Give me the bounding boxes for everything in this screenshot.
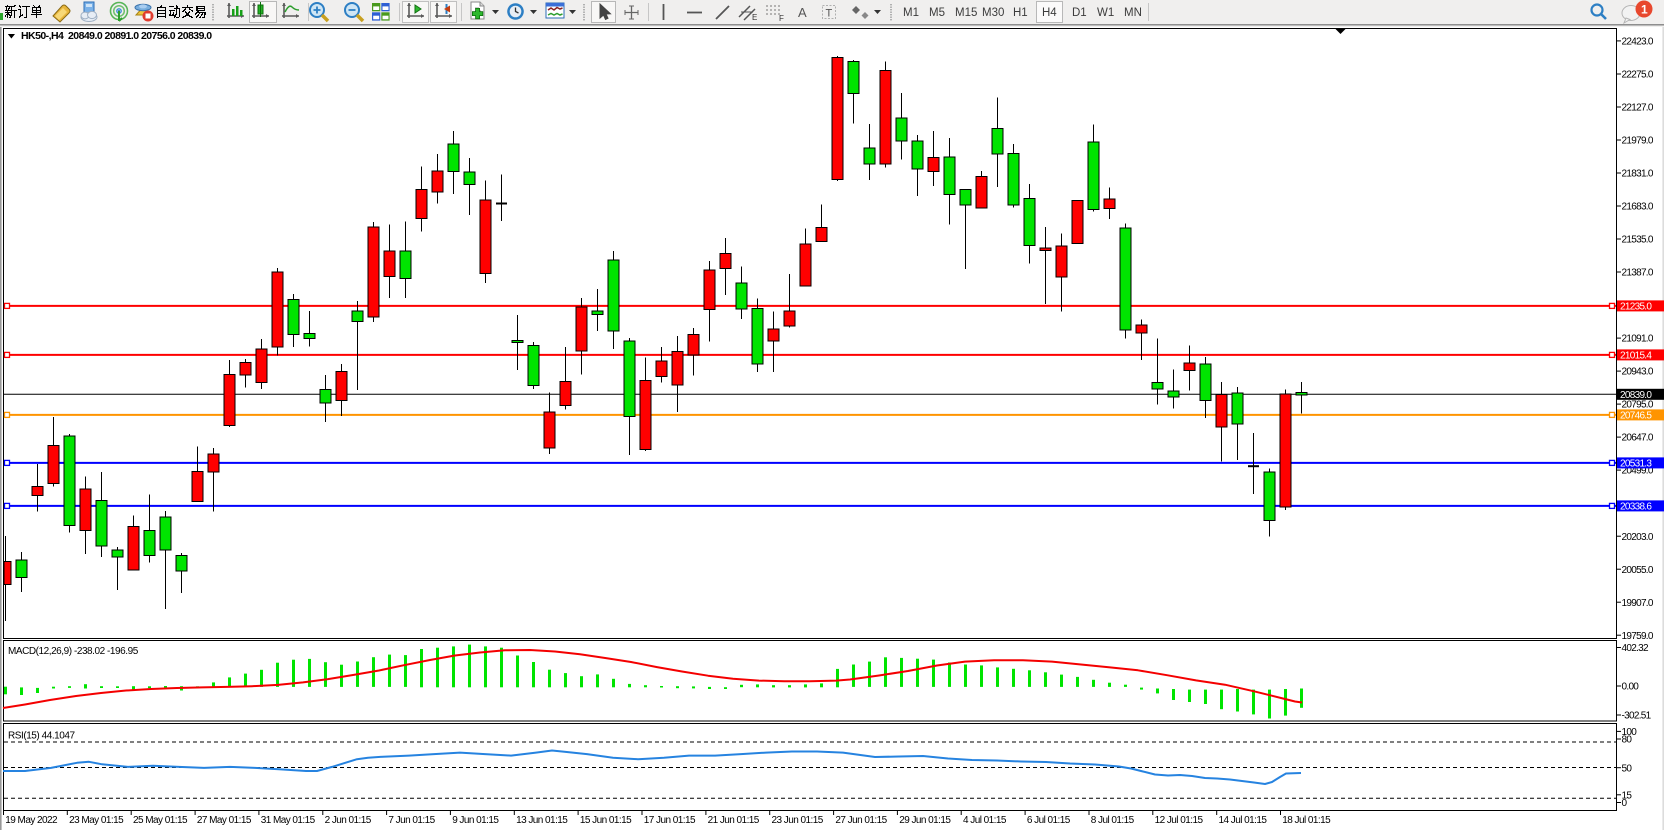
svg-text:22423.0: 22423.0 (1622, 37, 1654, 48)
svg-text:F: F (779, 14, 784, 23)
svg-text:22127.0: 22127.0 (1622, 103, 1654, 114)
svg-text:21979.0: 21979.0 (1622, 136, 1654, 147)
svg-text:21091.0: 21091.0 (1622, 334, 1654, 345)
svg-text:18 Jul 01:15: 18 Jul 01:15 (1282, 815, 1331, 826)
svg-text:A: A (798, 5, 807, 20)
svg-text:M1: M1 (903, 7, 919, 19)
svg-text:100: 100 (1622, 727, 1638, 738)
svg-text:1: 1 (1641, 3, 1648, 17)
svg-text:29 Jun 01:15: 29 Jun 01:15 (899, 815, 951, 826)
svg-text:D1: D1 (1072, 7, 1087, 19)
svg-text:27 May 01:15: 27 May 01:15 (197, 815, 252, 826)
svg-text:20746.5: 20746.5 (1620, 411, 1652, 422)
svg-text:20338.6: 20338.6 (1620, 502, 1652, 513)
svg-text:25 May 01:15: 25 May 01:15 (133, 815, 188, 826)
svg-text:21 Jun 01:15: 21 Jun 01:15 (708, 815, 760, 826)
svg-text:20499.0: 20499.0 (1622, 466, 1654, 477)
svg-text:13 Jun 01:15: 13 Jun 01:15 (516, 815, 568, 826)
svg-text:0.00: 0.00 (1622, 682, 1640, 693)
svg-text:20839.0: 20839.0 (1620, 390, 1652, 401)
svg-text:21683.0: 21683.0 (1622, 202, 1654, 213)
svg-text:27 Jun 01:15: 27 Jun 01:15 (835, 815, 887, 826)
svg-text:20647.0: 20647.0 (1622, 433, 1654, 444)
svg-text:M5: M5 (929, 7, 945, 19)
svg-text:22275.0: 22275.0 (1622, 70, 1654, 81)
svg-text:MACD(12,26,9) -238.02 -196.95: MACD(12,26,9) -238.02 -196.95 (8, 646, 139, 657)
svg-text:H1: H1 (1013, 7, 1028, 19)
svg-text:H4: H4 (1042, 7, 1057, 19)
svg-text:15 Jun 01:15: 15 Jun 01:15 (580, 815, 632, 826)
svg-text:20055.0: 20055.0 (1622, 565, 1654, 576)
svg-text:9 Jun 01:15: 9 Jun 01:15 (452, 815, 499, 826)
svg-text:21535.0: 21535.0 (1622, 235, 1654, 246)
svg-text:12 Jul 01:15: 12 Jul 01:15 (1155, 815, 1204, 826)
svg-text:8 Jul 01:15: 8 Jul 01:15 (1091, 815, 1135, 826)
svg-text:23 May 01:15: 23 May 01:15 (69, 815, 124, 826)
svg-text:20943.0: 20943.0 (1622, 367, 1654, 378)
svg-text:15: 15 (1622, 790, 1633, 801)
svg-text:RSI(15) 44.1047: RSI(15) 44.1047 (8, 731, 76, 742)
svg-text:14 Jul 01:15: 14 Jul 01:15 (1219, 815, 1268, 826)
svg-text:-302.51: -302.51 (1622, 711, 1652, 722)
svg-text:21235.0: 21235.0 (1620, 302, 1652, 313)
svg-text:6 Jul 01:15: 6 Jul 01:15 (1027, 815, 1071, 826)
svg-text:M30: M30 (982, 7, 1004, 19)
svg-text:23 Jun 01:15: 23 Jun 01:15 (772, 815, 824, 826)
svg-text:7 Jun 01:15: 7 Jun 01:15 (388, 815, 435, 826)
svg-text:80: 80 (1622, 735, 1633, 746)
svg-text:4 Jul 01:15: 4 Jul 01:15 (963, 815, 1007, 826)
svg-text:MN: MN (1124, 7, 1142, 19)
svg-text:T: T (826, 8, 833, 20)
svg-text:21387.0: 21387.0 (1622, 268, 1654, 279)
svg-text:HK50-,H4 20849.0 20891.0 2075: HK50-,H4 20849.0 20891.0 20756.0 20839.0 (21, 30, 212, 42)
svg-text:2 Jun 01:15: 2 Jun 01:15 (325, 815, 372, 826)
svg-text:19907.0: 19907.0 (1622, 598, 1654, 609)
svg-text:0: 0 (1622, 798, 1628, 809)
svg-text:402.32: 402.32 (1622, 643, 1650, 654)
svg-text:31 May 01:15: 31 May 01:15 (261, 815, 316, 826)
svg-text:21831.0: 21831.0 (1622, 169, 1654, 180)
svg-text:19 May 2022: 19 May 2022 (5, 815, 58, 826)
svg-text:19759.0: 19759.0 (1622, 631, 1654, 642)
svg-text:W1: W1 (1097, 7, 1114, 19)
svg-text:17 Jun 01:15: 17 Jun 01:15 (644, 815, 696, 826)
svg-text:20531.3: 20531.3 (1620, 459, 1652, 470)
svg-text:20795.0: 20795.0 (1622, 400, 1654, 411)
svg-text:21015.4: 21015.4 (1620, 351, 1652, 362)
svg-text:50: 50 (1622, 763, 1633, 774)
svg-text:E: E (752, 13, 757, 22)
svg-text:M15: M15 (955, 7, 977, 19)
svg-text:20203.0: 20203.0 (1622, 532, 1654, 543)
